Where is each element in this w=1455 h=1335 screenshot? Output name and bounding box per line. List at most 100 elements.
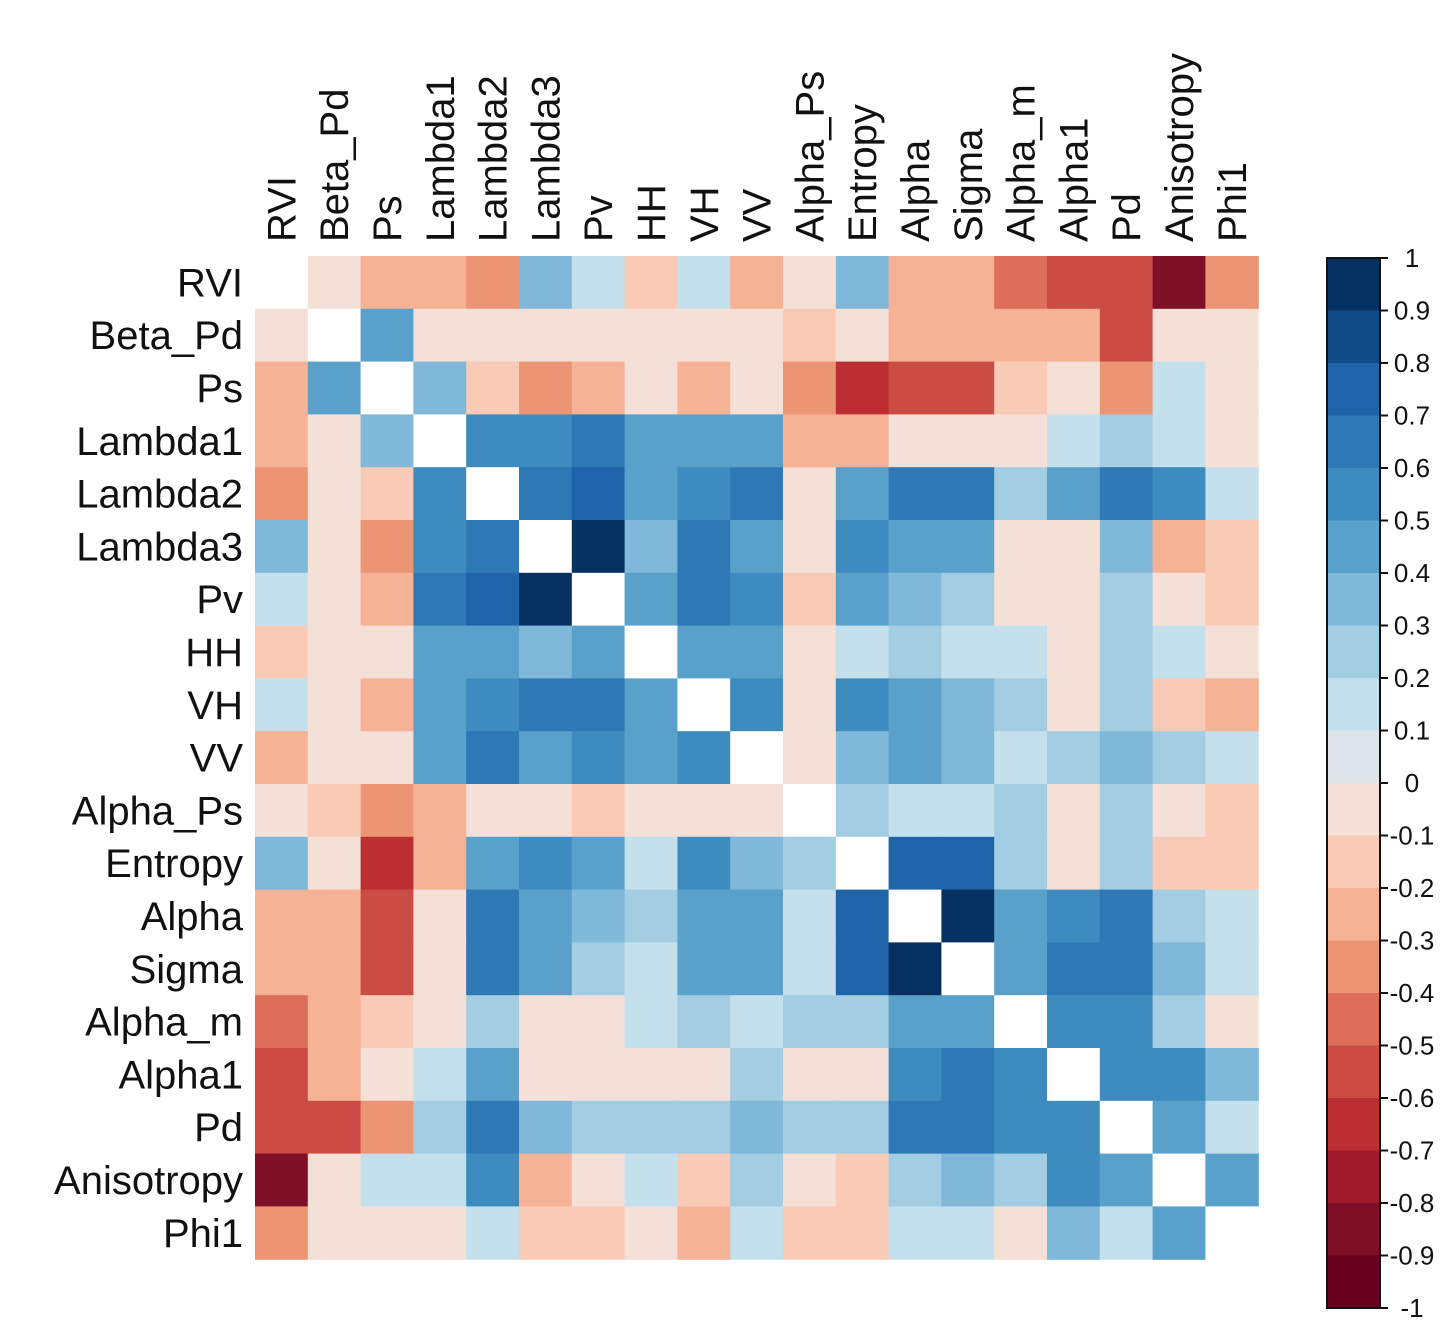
cell-entropy-phi1 bbox=[1205, 836, 1259, 891]
cell-alpha1-pd bbox=[1099, 1048, 1154, 1102]
col-label-alpha: Alpha bbox=[894, 139, 938, 242]
cell-sigma-hh bbox=[624, 942, 678, 996]
cell-alpha-entropy bbox=[835, 889, 890, 943]
cell-alpha1-entropy bbox=[835, 1048, 890, 1102]
cell-alpha1-vh bbox=[677, 1048, 731, 1102]
cell-alpha-anisotropy bbox=[1152, 889, 1206, 943]
cell-rvi-beta-pd bbox=[307, 256, 362, 310]
cell-alpha-alpha-m bbox=[994, 889, 1048, 943]
cell-vh-phi1 bbox=[1205, 678, 1259, 732]
cell-sigma-ps bbox=[360, 942, 414, 996]
colorbar-bin bbox=[1327, 783, 1380, 837]
cell-sigma-beta-pd bbox=[307, 942, 362, 996]
cell-alpha-m-anisotropy bbox=[1152, 995, 1206, 1049]
cell-vh-lambda3 bbox=[519, 678, 573, 732]
cell-lambda2-pv bbox=[571, 467, 626, 521]
cell-hh-vv bbox=[730, 625, 784, 679]
cell-alpha-ps-alpha1 bbox=[1047, 784, 1101, 838]
cell-pd-alpha-ps bbox=[783, 1100, 837, 1155]
cell-alpha-m-beta-pd bbox=[307, 995, 362, 1049]
cell-lambda3-hh bbox=[624, 520, 678, 574]
col-label-rvi: RVI bbox=[260, 176, 304, 242]
cell-hh-anisotropy bbox=[1152, 625, 1206, 679]
cell-entropy-lambda3 bbox=[519, 836, 573, 891]
colorbar-tick-label: 0.4 bbox=[1394, 558, 1430, 588]
cell-beta-pd-entropy bbox=[835, 308, 890, 363]
cell-lambda3-rvi bbox=[255, 520, 309, 574]
row-label-pd: Pd bbox=[194, 1106, 243, 1150]
cell-alpha-m-alpha bbox=[888, 995, 942, 1049]
cell-beta-pd-vh bbox=[677, 308, 731, 363]
cell-anisotropy-phi1 bbox=[1205, 1153, 1259, 1207]
row-label-rvi: RVI bbox=[177, 261, 243, 305]
cell-alpha-m-vv bbox=[730, 995, 784, 1049]
cell-lambda2-alpha bbox=[888, 467, 942, 521]
row-label-vv: VV bbox=[190, 737, 244, 781]
cell-lambda1-anisotropy bbox=[1152, 414, 1206, 468]
cell-beta-pd-pv bbox=[571, 308, 626, 363]
cell-anisotropy-alpha-ps bbox=[783, 1153, 837, 1207]
cell-lambda1-beta-pd bbox=[307, 414, 362, 468]
cell-ps-alpha1 bbox=[1047, 361, 1101, 415]
cell-alpha-sigma bbox=[941, 889, 995, 943]
cell-pv-pd bbox=[1099, 572, 1154, 627]
cell-hh-pv bbox=[571, 625, 626, 679]
cell-lambda2-alpha-ps bbox=[783, 467, 837, 521]
row-label-phi1: Phi1 bbox=[163, 1212, 243, 1256]
cell-anisotropy-entropy bbox=[835, 1153, 890, 1207]
cell-lambda1-ps bbox=[360, 414, 414, 468]
cell-vh-lambda2 bbox=[466, 678, 520, 732]
colorbar-tick-label: 0.8 bbox=[1394, 348, 1430, 378]
cell-pd-alpha-m bbox=[994, 1100, 1048, 1155]
cell-entropy-vv bbox=[730, 836, 784, 891]
cell-rvi-lambda1 bbox=[413, 256, 467, 310]
cell-alpha-ps-phi1 bbox=[1205, 784, 1259, 838]
cell-lambda3-lambda3 bbox=[519, 520, 573, 574]
cell-lambda2-sigma bbox=[941, 467, 995, 521]
cell-ps-pv bbox=[571, 361, 626, 415]
cell-vv-beta-pd bbox=[307, 731, 362, 785]
cell-alpha-ps-beta-pd bbox=[307, 784, 362, 838]
col-label-alpha-ps: Alpha_Ps bbox=[788, 71, 832, 242]
cell-pd-vv bbox=[730, 1100, 784, 1155]
cell-alpha-ps-alpha bbox=[888, 784, 942, 838]
cell-beta-pd-alpha1 bbox=[1047, 308, 1101, 363]
col-label-hh: HH bbox=[630, 184, 674, 242]
cell-alpha-ps-sigma bbox=[941, 784, 995, 838]
cell-vv-alpha bbox=[888, 731, 942, 785]
cell-alpha-m-pv bbox=[571, 995, 626, 1049]
cell-alpha1-alpha-ps bbox=[783, 1048, 837, 1102]
colorbar-bin bbox=[1327, 993, 1380, 1047]
cell-lambda2-rvi bbox=[255, 467, 309, 521]
cell-alpha-m-alpha-m bbox=[994, 995, 1048, 1049]
cell-ps-sigma bbox=[941, 361, 995, 415]
cell-pv-alpha-m bbox=[994, 572, 1048, 627]
cell-alpha-m-lambda2 bbox=[466, 995, 520, 1049]
cell-phi1-alpha1 bbox=[1047, 1206, 1101, 1260]
cell-entropy-beta-pd bbox=[307, 836, 362, 891]
cell-anisotropy-rvi bbox=[255, 1153, 309, 1207]
cell-alpha-ps-vv bbox=[730, 784, 784, 838]
cell-anisotropy-pd bbox=[1099, 1153, 1154, 1207]
cell-pv-lambda3 bbox=[519, 572, 573, 627]
cell-entropy-pd bbox=[1099, 836, 1154, 891]
cell-anisotropy-beta-pd bbox=[307, 1153, 362, 1207]
cell-vv-phi1 bbox=[1205, 731, 1259, 785]
cell-vh-entropy bbox=[835, 678, 890, 732]
colorbar-bin bbox=[1327, 678, 1380, 732]
cell-pv-phi1 bbox=[1205, 572, 1259, 627]
cell-lambda2-lambda3 bbox=[519, 467, 573, 521]
row-label-alpha1: Alpha1 bbox=[118, 1053, 243, 1097]
cell-vh-sigma bbox=[941, 678, 995, 732]
row-label-lambda1: Lambda1 bbox=[76, 420, 243, 464]
cell-vv-rvi bbox=[255, 731, 309, 785]
cell-vv-anisotropy bbox=[1152, 731, 1206, 785]
cell-alpha-beta-pd bbox=[307, 889, 362, 943]
cell-rvi-alpha-ps bbox=[783, 256, 837, 310]
cell-anisotropy-hh bbox=[624, 1153, 678, 1207]
cell-alpha-lambda1 bbox=[413, 889, 467, 943]
cell-ps-pd bbox=[1099, 361, 1154, 415]
cell-lambda3-vv bbox=[730, 520, 784, 574]
row-label-lambda2: Lambda2 bbox=[76, 473, 243, 517]
